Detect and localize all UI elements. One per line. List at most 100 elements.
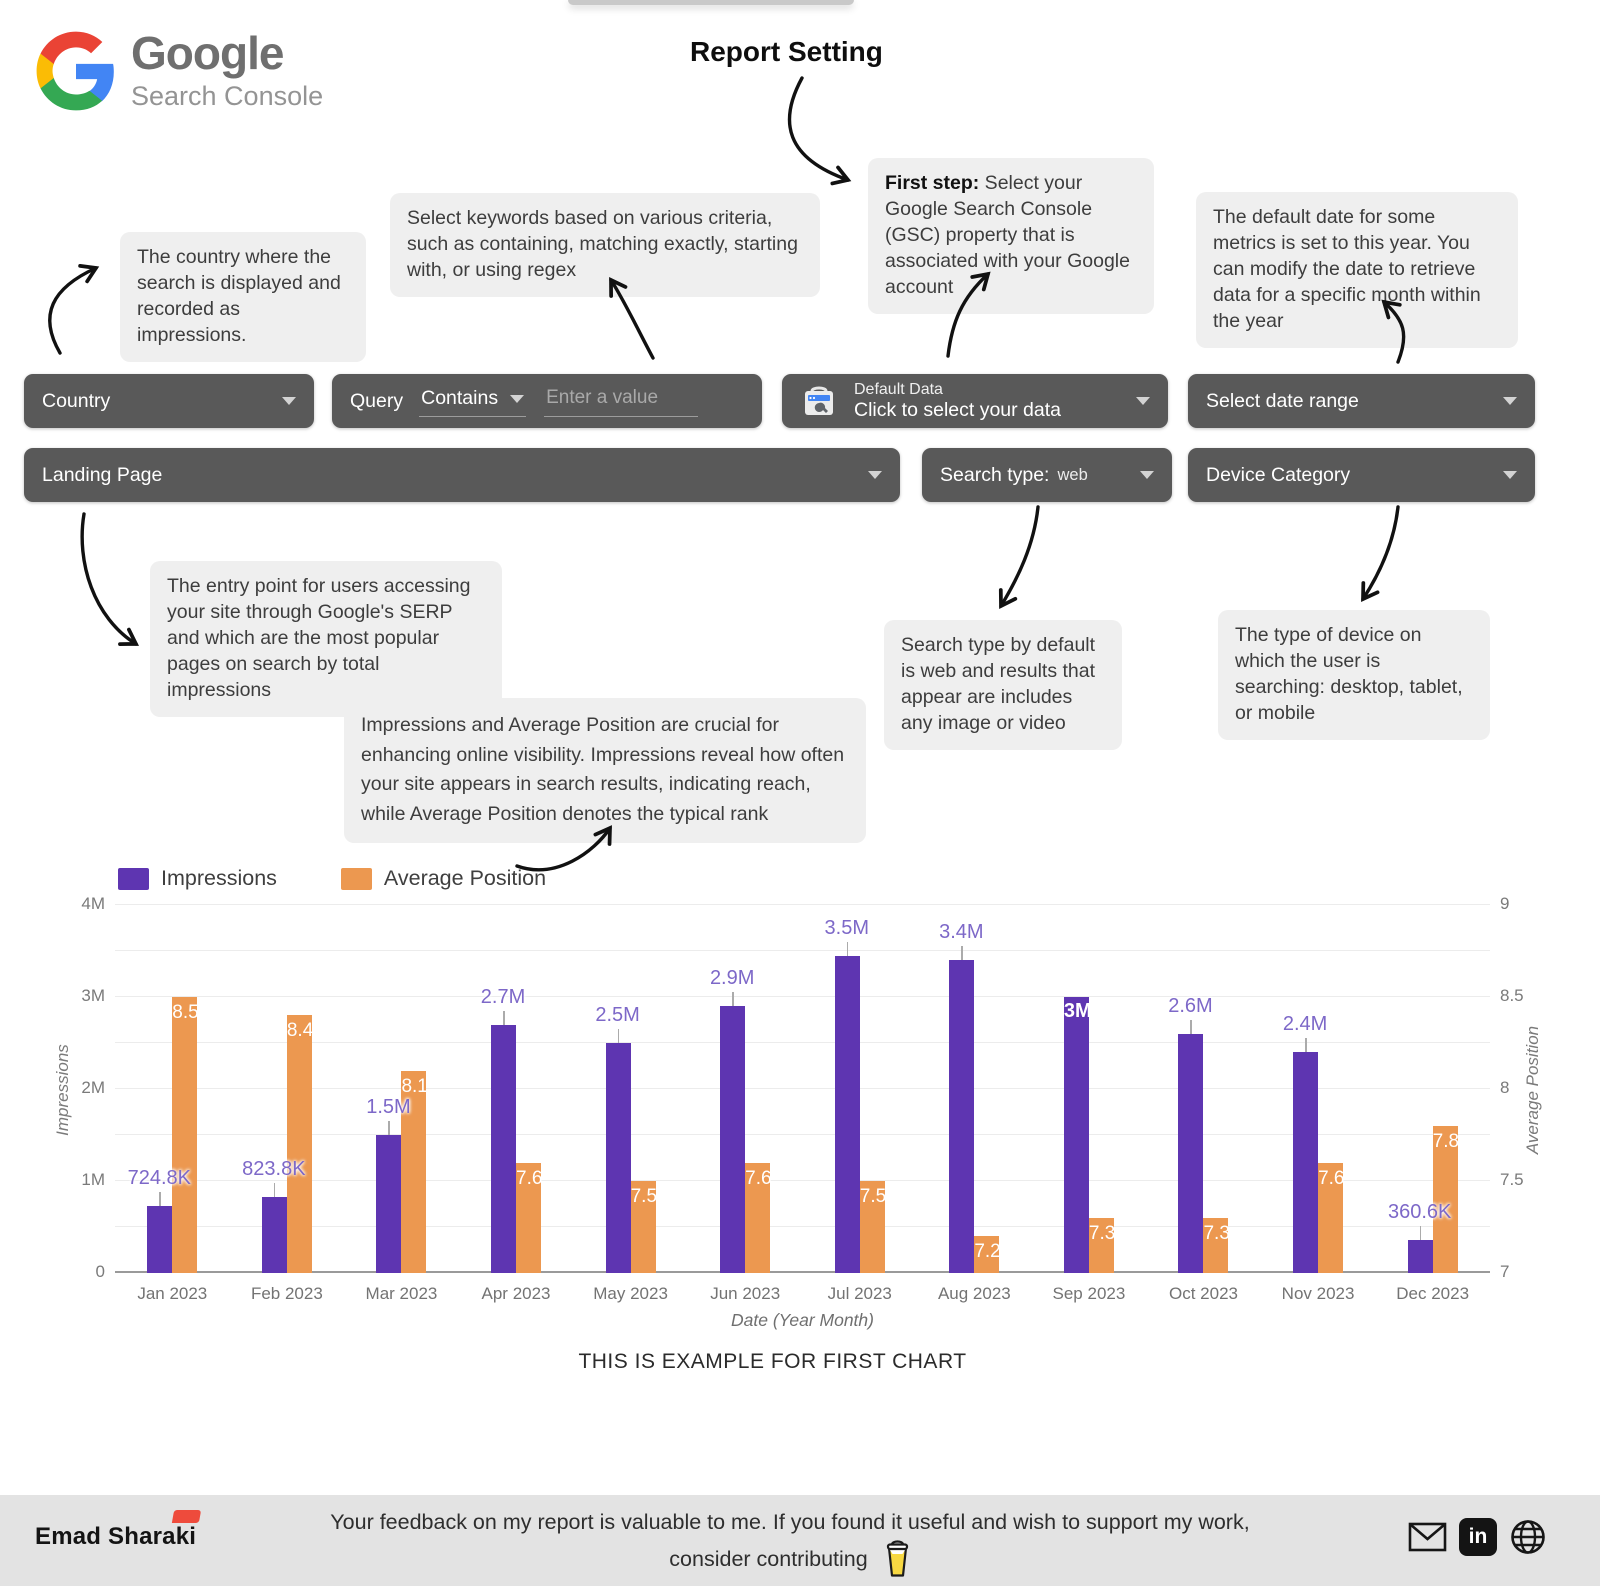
bar-pair: 2.5M 7.5	[595, 905, 658, 1273]
query-operator-select[interactable]: Contains	[419, 385, 527, 417]
query-value-input[interactable]	[544, 385, 699, 417]
label-connector	[732, 992, 734, 1007]
x-axis-tick-label: Mar 2023	[365, 1284, 438, 1303]
average-position-bar: 8.1	[401, 1070, 428, 1273]
bar-pair: 2.6M 7.3	[1168, 905, 1230, 1273]
chevron-down-icon[interactable]	[282, 397, 296, 405]
query-filter[interactable]: Query Contains	[332, 374, 762, 428]
bar-pair: 3M 7.3	[1063, 905, 1115, 1273]
impressions-value-label: 360.6K	[1387, 1200, 1452, 1223]
legend-swatch-impressions	[118, 867, 149, 890]
note-landing-page: The entry point for users accessing your…	[150, 561, 502, 717]
chart-caption: THIS IS EXAMPLE FOR FIRST CHART	[578, 1350, 967, 1373]
chevron-down-icon[interactable]	[868, 471, 882, 479]
impressions-bar	[834, 955, 860, 1273]
x-axis-tick-label: May 2023	[593, 1284, 668, 1303]
note-date-range: The default date for some metrics is set…	[1196, 192, 1518, 348]
x-axis-labels: Jan 2023 Feb 2023 Mar 2023 Apr 2023 May 2023…	[115, 1284, 1490, 1304]
x-axis-line	[115, 1271, 1490, 1273]
arrow-report-setting	[787, 76, 852, 186]
average-position-bar: 8.5	[172, 997, 199, 1273]
chevron-down-icon[interactable]	[1140, 471, 1154, 479]
mail-icon[interactable]	[1407, 1520, 1448, 1554]
y-tick-left: 3M	[81, 986, 105, 1005]
y-tick-left: 4M	[81, 894, 105, 913]
impressions-value-label: 1.5M	[366, 1096, 411, 1118]
label-connector	[961, 946, 963, 961]
device-category-label: Device Category	[1206, 463, 1351, 486]
landing-page-label: Landing Page	[42, 463, 163, 486]
chart-legend: Impressions Average Position	[118, 866, 546, 891]
note-search-type: Search type by default is web and result…	[884, 620, 1122, 750]
y-tick-left: 2M	[81, 1078, 105, 1097]
gridline	[115, 1042, 1490, 1043]
note-metrics: Impressions and Average Position are cru…	[344, 698, 866, 843]
default-data-subtitle: Click to select your data	[854, 398, 1062, 421]
footer-message-text: Your feedback on my report is valuable t…	[330, 1510, 1250, 1571]
bar-pair: 2.7M 7.6	[481, 905, 543, 1273]
average-position-value-label: 7.6	[1318, 1167, 1345, 1189]
chevron-down-icon[interactable]	[510, 394, 525, 403]
search-console-property-icon	[805, 386, 833, 415]
impressions-value-label: 2.7M	[480, 985, 526, 1008]
note-device-category: The type of device on which the user is …	[1218, 610, 1490, 740]
average-position-bar: 8.4	[286, 1015, 314, 1273]
legend-label-average-position: Average Position	[383, 866, 547, 890]
landing-page-filter[interactable]: Landing Page	[24, 448, 900, 502]
arrow-country	[48, 264, 100, 355]
gridline	[115, 1134, 1490, 1135]
bar-group: 1.5M 8.1	[344, 905, 459, 1273]
average-position-value-label: 8.4	[286, 1020, 314, 1042]
y-axis-left-title: Impressions	[53, 1044, 72, 1136]
globe-icon[interactable]	[1508, 1517, 1548, 1557]
x-axis-tick-label: Nov 2023	[1281, 1284, 1355, 1303]
impressions-bar	[491, 1024, 517, 1273]
x-axis-tick-label: Jul 2023	[827, 1284, 892, 1303]
x-axis-tick-label: Dec 2023	[1396, 1284, 1470, 1303]
arrow-search-type	[998, 505, 1040, 610]
page-title: Report Setting	[690, 36, 883, 67]
date-range-filter[interactable]: Select date range	[1188, 374, 1535, 428]
search-type-filter[interactable]: Search type: web	[922, 448, 1172, 502]
impressions-bar	[376, 1135, 402, 1273]
average-position-bar: 7.8	[1432, 1125, 1459, 1273]
chevron-down-icon[interactable]	[1503, 471, 1517, 479]
footer: Emad Sharaki Your feedback on my report …	[0, 1495, 1600, 1586]
note-first-step-text: Select your Google Search Console (GSC) …	[885, 172, 1130, 298]
average-position-value-label: 7.3	[1203, 1222, 1230, 1244]
label-connector	[617, 1029, 620, 1043]
average-position-value-label: 7.5	[630, 1186, 658, 1207]
note-first-step-prefix: First step:	[885, 172, 980, 194]
impressions-bar	[720, 1006, 746, 1273]
average-position-bar: 7.2	[974, 1236, 1001, 1273]
bar-pair: 360.6K 7.8	[1388, 905, 1459, 1273]
bar-group: 360.6K 7.8	[1375, 905, 1490, 1273]
note-first-step: First step: Select your Google Search Co…	[868, 158, 1154, 314]
country-filter[interactable]: Country	[24, 374, 314, 428]
average-position-value-label: 7.6	[516, 1167, 543, 1189]
google-search-console-logo: Google Search Console	[33, 28, 323, 114]
impressions-bar	[605, 1043, 631, 1273]
average-position-bar: 7.6	[745, 1162, 772, 1273]
brand-name: Google	[131, 27, 284, 79]
label-connector	[1190, 1019, 1192, 1034]
chevron-down-icon[interactable]	[1136, 397, 1150, 405]
arrow-landing-page	[80, 512, 139, 646]
average-position-bar: 7.6	[1318, 1162, 1345, 1273]
average-position-value-label: 7.2	[974, 1241, 1001, 1263]
google-g-icon	[36, 31, 114, 111]
chevron-down-icon[interactable]	[1503, 397, 1517, 405]
y-axis-left-ticks: 4M 3M 2M 1M 0	[30, 894, 105, 1281]
bar-pair: 2.9M 7.6	[710, 905, 772, 1273]
default-data-selector[interactable]: Default Data Click to select your data	[782, 374, 1168, 428]
linkedin-icon[interactable]: in	[1459, 1518, 1497, 1556]
gridline	[115, 950, 1490, 951]
bar-group: 3.4M 7.2	[917, 905, 1032, 1273]
bar-pair: 3.5M 7.5	[825, 905, 886, 1273]
impressions-bar	[1407, 1239, 1433, 1273]
device-category-filter[interactable]: Device Category	[1188, 448, 1535, 502]
label-connector	[846, 941, 849, 956]
gridline	[115, 1226, 1490, 1227]
gridline	[115, 996, 1490, 997]
